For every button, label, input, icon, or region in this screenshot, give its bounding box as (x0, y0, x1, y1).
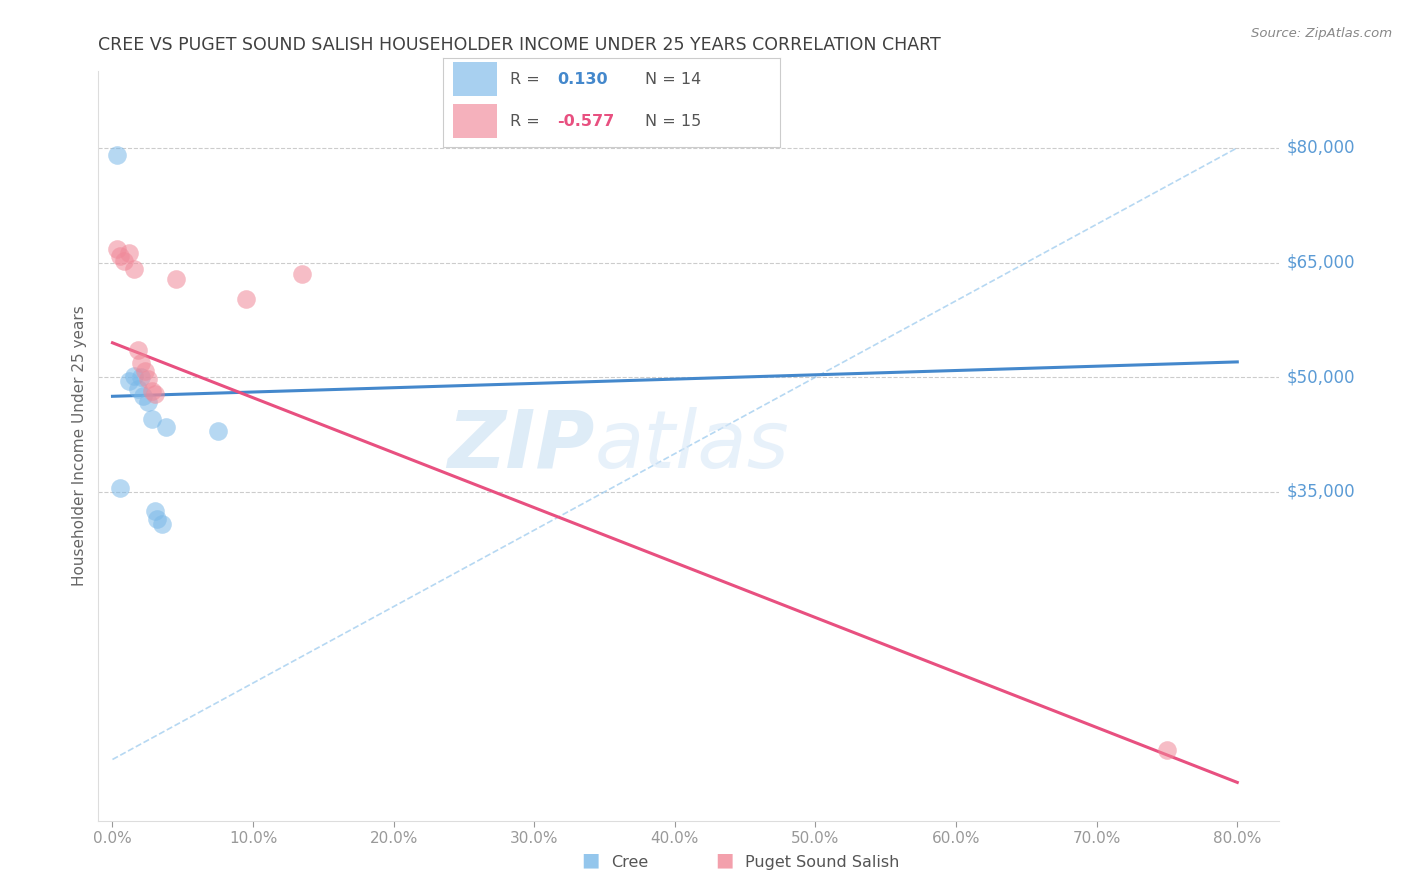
Text: Source: ZipAtlas.com: Source: ZipAtlas.com (1251, 27, 1392, 40)
Text: 0.130: 0.130 (558, 72, 609, 87)
Text: atlas: atlas (595, 407, 789, 485)
Text: R =: R = (510, 114, 546, 128)
Text: $80,000: $80,000 (1286, 139, 1355, 157)
Point (235, 292, 257, 306)
Y-axis label: Householder Income Under 25 years: Householder Income Under 25 years (72, 306, 87, 586)
Point (141, 412, 163, 426)
Text: N = 15: N = 15 (645, 114, 702, 128)
Point (1156, 743, 1178, 757)
Point (118, 246, 141, 260)
Point (132, 389, 155, 403)
Point (105, 148, 128, 162)
Point (122, 261, 145, 276)
Point (143, 504, 166, 518)
Point (146, 511, 169, 525)
Point (129, 356, 152, 370)
Text: Puget Sound Salish: Puget Sound Salish (745, 855, 900, 870)
Point (136, 394, 159, 409)
Bar (453, 104, 496, 138)
Point (207, 424, 229, 438)
Text: Cree: Cree (612, 855, 648, 870)
Point (112, 254, 135, 268)
Point (143, 387, 166, 401)
Point (165, 272, 187, 286)
Text: N = 14: N = 14 (645, 72, 702, 87)
Point (127, 382, 149, 396)
Point (118, 374, 141, 388)
Text: $50,000: $50,000 (1286, 368, 1355, 386)
Text: $35,000: $35,000 (1286, 483, 1355, 501)
Point (129, 370, 152, 384)
Point (291, 267, 314, 281)
Bar (453, 62, 496, 96)
Point (150, 516, 173, 531)
Point (136, 372, 159, 386)
Point (108, 481, 131, 495)
Point (155, 420, 177, 434)
Text: ZIP: ZIP (447, 407, 595, 485)
Text: CREE VS PUGET SOUND SALISH HOUSEHOLDER INCOME UNDER 25 YEARS CORRELATION CHART: CREE VS PUGET SOUND SALISH HOUSEHOLDER I… (98, 36, 941, 54)
Point (122, 368, 145, 383)
Point (127, 343, 149, 358)
Text: ■: ■ (714, 851, 734, 870)
Text: ■: ■ (581, 851, 600, 870)
Point (108, 249, 131, 263)
Text: $65,000: $65,000 (1286, 253, 1355, 271)
Point (134, 364, 156, 378)
Point (141, 384, 163, 398)
Text: -0.577: -0.577 (558, 114, 614, 128)
Point (105, 242, 128, 256)
Text: R =: R = (510, 72, 546, 87)
